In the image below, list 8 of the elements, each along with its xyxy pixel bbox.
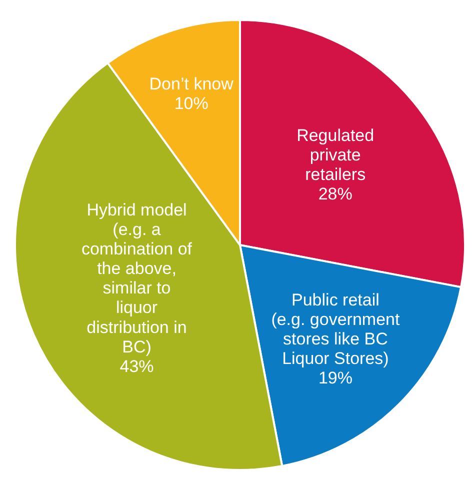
slice-label: Regulated private retailers [296,126,374,184]
slice-label: Public retail (e.g. government stores like BC Liquor Stores) [271,290,400,368]
slice-label: Don’t know [149,74,234,94]
slice-label: Hybrid model (e.g. a combination of the above, similar to liquor distribution in BC) [81,200,192,357]
data-label: 28% [318,184,352,204]
data-label: 10% [174,94,208,114]
data-label: 19% [318,369,352,388]
data-label: 43% [120,357,154,376]
